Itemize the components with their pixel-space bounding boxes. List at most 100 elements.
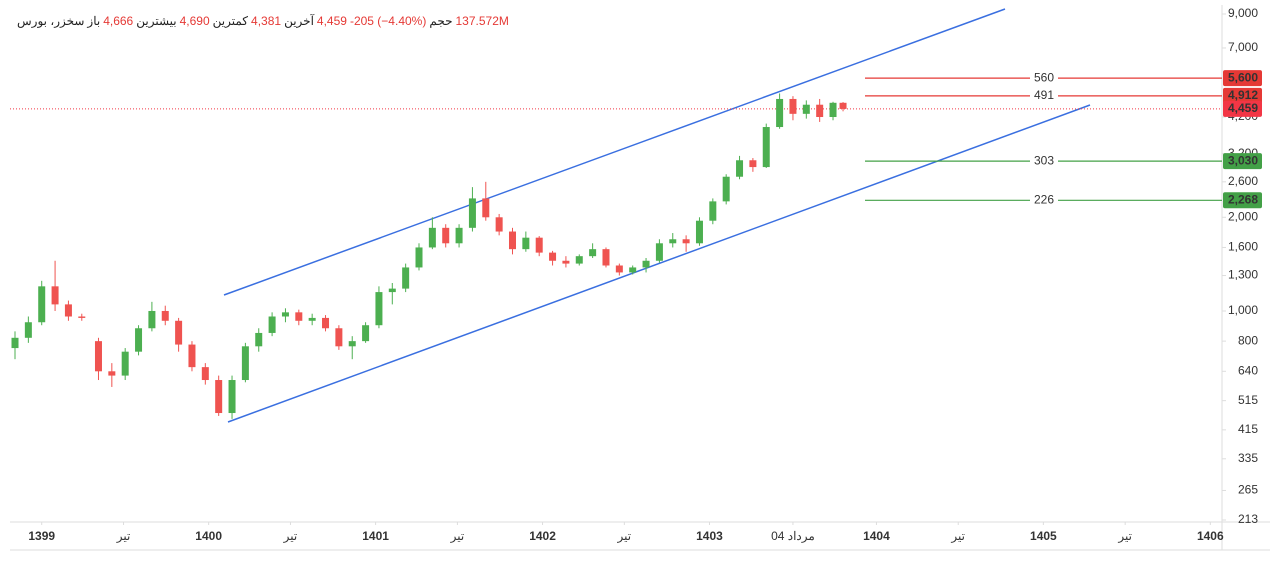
x-tick-label: 1399: [28, 529, 55, 543]
x-tick-label: 1400: [195, 529, 222, 543]
x-tick-label: تیر: [283, 529, 298, 543]
trend-line-upper: [223, 8, 1006, 296]
candle-body: [522, 237, 530, 250]
candle-body: [348, 341, 356, 347]
candle-body: [655, 243, 663, 261]
x-tick-label: تیر: [450, 529, 465, 543]
y-tick-label: 1,300: [1228, 268, 1258, 282]
candle-body: [175, 320, 183, 345]
candle-body: [535, 237, 543, 253]
candle-body: [215, 380, 223, 414]
x-tick-label: 1406: [1197, 529, 1224, 543]
y-tick-label: 2,600: [1228, 174, 1258, 188]
y-tick-label: 640: [1238, 363, 1258, 377]
symbol: سخزر، بورس: [17, 14, 85, 28]
candle-body: [749, 160, 757, 168]
y-tick-label: 415: [1238, 422, 1258, 436]
candle-body: [709, 201, 717, 221]
level-note-bg: [1030, 193, 1058, 208]
legend-header: سخزر، بورس باز 4,666 بیشترین 4,690 کمتری…: [17, 14, 509, 28]
candle-body: [24, 322, 32, 338]
candle-body: [669, 239, 677, 244]
candle-body: [11, 337, 19, 349]
high-value: 4,690: [179, 14, 210, 28]
price-tag: [1223, 192, 1262, 209]
candle-body: [322, 317, 330, 329]
candle-body: [776, 98, 784, 128]
candle-body: [228, 380, 236, 414]
x-tick-label: تیر: [617, 529, 632, 543]
close-label: آخرین: [284, 14, 314, 28]
candle-body: [615, 265, 623, 273]
candle-body: [375, 292, 383, 326]
candle-body: [135, 328, 143, 352]
trend-line-lower: [227, 104, 1091, 423]
candle-body: [589, 249, 597, 257]
candle-body: [802, 104, 810, 114]
change-value: -205 (−4.40%): [349, 14, 427, 28]
candle-body: [295, 312, 303, 321]
candle-body: [442, 227, 450, 244]
candle-body: [495, 217, 503, 232]
candle-body: [839, 102, 847, 109]
candle-body: [108, 371, 116, 376]
y-tick-label: 265: [1238, 483, 1258, 497]
candle-body: [629, 267, 637, 273]
level-note-bg: [1030, 71, 1058, 86]
candle-body: [402, 267, 410, 289]
level-note-bg: [1030, 154, 1058, 169]
y-tick-label: 1,600: [1228, 240, 1258, 254]
y-tick-label: 1,000: [1228, 303, 1258, 317]
candle-body: [428, 227, 436, 248]
candle-body: [455, 227, 463, 244]
candle-body: [148, 310, 156, 329]
x-tick-label: 1405: [1030, 529, 1057, 543]
x-tick-label: تیر: [1117, 529, 1132, 543]
price-tag-label: 5,600: [1228, 70, 1258, 84]
candle-body: [121, 351, 129, 376]
candle-body: [38, 286, 46, 323]
x-tick-label: 04 مرداد: [771, 529, 815, 543]
candle-body: [201, 367, 209, 381]
low-label: کمترین: [212, 14, 249, 28]
level-note: 491: [1034, 88, 1054, 102]
candle-body: [789, 98, 797, 114]
candle-body: [362, 325, 370, 342]
candle-body: [602, 249, 610, 266]
candle-body: [762, 127, 770, 168]
candle-body: [281, 312, 289, 317]
y-tick-label: 2,000: [1228, 209, 1258, 223]
y-tick-label: 213: [1238, 512, 1258, 526]
x-tick-label: 1402: [529, 529, 556, 543]
x-tick-label: تیر: [116, 529, 131, 543]
x-tick-label: 1401: [362, 529, 389, 543]
level-note: 226: [1034, 192, 1054, 206]
candle-body: [562, 260, 570, 264]
candle-body: [415, 247, 423, 268]
y-tick-label: 800: [1238, 333, 1258, 347]
price-tag: [1223, 87, 1262, 104]
open-value: 4,666: [103, 14, 134, 28]
level-note-bg: [1030, 88, 1058, 103]
candle-body: [51, 286, 59, 305]
candle-body: [308, 317, 316, 321]
candle-body: [508, 231, 516, 250]
candle-body: [268, 316, 276, 333]
candle-body: [736, 160, 744, 177]
candle-body: [722, 176, 730, 202]
price-tag: [1223, 153, 1262, 170]
price-tag: [1223, 70, 1262, 87]
x-tick-label: تیر: [950, 529, 965, 543]
candle-body: [161, 310, 169, 321]
volume-label: حجم: [429, 14, 453, 28]
candle-body: [575, 256, 583, 264]
level-note: 303: [1034, 153, 1054, 167]
candle-body: [335, 328, 343, 347]
candle-body: [816, 104, 824, 118]
candle-body: [94, 341, 102, 372]
price-tag-label: 4,912: [1228, 88, 1258, 102]
price-tag-label: 2,268: [1228, 192, 1258, 206]
y-tick-label: 515: [1238, 393, 1258, 407]
